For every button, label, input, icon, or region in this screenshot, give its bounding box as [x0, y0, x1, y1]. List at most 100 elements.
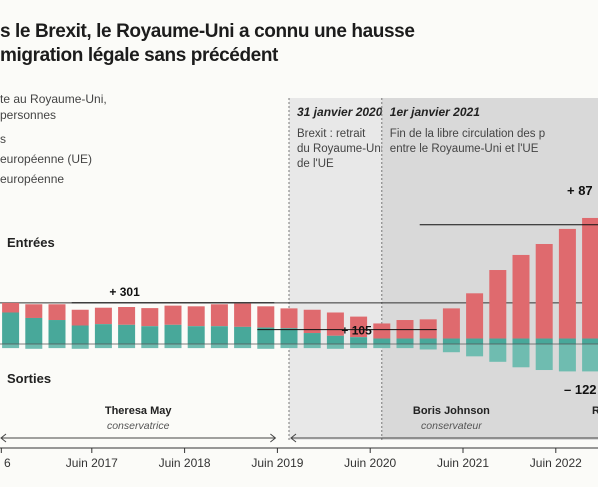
- period-description: du Royaume-Uni: [297, 143, 383, 155]
- entries-label: Entrées: [7, 235, 55, 250]
- bar-entries-eu: [164, 324, 182, 344]
- bar-entries-non-eu: [25, 304, 43, 318]
- bar-entries-non-eu: [419, 319, 437, 339]
- bar-entries-non-eu: [535, 243, 553, 339]
- bar-outflows: [118, 344, 136, 349]
- x-tick-label: 6: [4, 456, 11, 470]
- period-description: entre le Royaume-Uni et l'UE: [390, 143, 539, 155]
- period-description: Brexit : retrait: [297, 128, 366, 140]
- legend-line-4: européenne (UE): [0, 152, 93, 166]
- bar-outflows: [141, 344, 159, 349]
- bar-outflows: [442, 344, 460, 353]
- bar-outflows: [94, 344, 112, 349]
- bar-entries-eu: [48, 320, 66, 344]
- bar-entries-eu: [419, 338, 437, 344]
- x-tick-label: Juin 2021: [437, 456, 489, 470]
- period-date-label: 31 janvier 2020: [297, 105, 383, 119]
- bar-outflows: [234, 344, 252, 349]
- bar-entries-eu: [466, 338, 484, 344]
- bar-entries-eu: [25, 317, 43, 344]
- bar-outflows: [303, 344, 321, 349]
- bar-outflows: [187, 344, 205, 349]
- bar-entries-eu: [373, 338, 391, 344]
- bar-entries-eu: [94, 324, 112, 344]
- government-name: R: [592, 405, 598, 417]
- period-description: de l'UE: [297, 158, 334, 170]
- bar-outflows: [419, 344, 437, 350]
- net-label-2020: + 105: [341, 324, 372, 338]
- bar-entries-eu: [442, 338, 460, 344]
- bar-entries-non-eu: [280, 308, 298, 329]
- bar-entries-eu: [512, 338, 530, 344]
- bar-entries-non-eu: [164, 305, 182, 325]
- bar-entries-eu: [71, 325, 89, 344]
- period-description: Fin de la libre circulation des p: [390, 128, 545, 140]
- bar-entries-eu: [558, 338, 576, 344]
- bar-entries-non-eu: [234, 303, 252, 327]
- bar-outflows: [326, 344, 344, 349]
- x-tick-label: Juin 2022: [530, 456, 582, 470]
- bar-entries-non-eu: [489, 270, 507, 339]
- x-tick-label: Juin 2018: [159, 456, 211, 470]
- bar-entries-non-eu: [2, 302, 20, 313]
- legend-line-1: te au Royaume-Uni,: [0, 92, 107, 106]
- bar-entries-non-eu: [373, 323, 391, 339]
- x-tick-label: Juin 2017: [66, 456, 118, 470]
- government-arrow-left: [0, 433, 7, 443]
- bar-entries-non-eu: [466, 293, 484, 339]
- outflow-label-2022: – 122: [564, 382, 597, 397]
- government-name: Theresa May: [105, 405, 173, 417]
- period-date-label: 1er janvier 2021: [390, 105, 480, 119]
- bar-outflows: [582, 344, 598, 372]
- government-name: Boris Johnson: [413, 405, 490, 417]
- bar-entries-eu: [187, 326, 205, 344]
- bar-outflows: [512, 344, 530, 368]
- bar-entries-eu: [141, 326, 159, 344]
- bar-entries-non-eu: [257, 306, 275, 328]
- bar-entries-eu: [2, 312, 20, 344]
- government-party: conservateur: [421, 420, 482, 432]
- bar-entries-eu: [535, 338, 553, 344]
- bar-entries-eu: [210, 326, 228, 344]
- bar-entries-non-eu: [48, 304, 66, 321]
- bar-entries-eu: [303, 333, 321, 344]
- legend-line-2: personnes: [0, 108, 57, 122]
- x-tick-label: Juin 2019: [251, 456, 303, 470]
- bar-outflows: [489, 344, 507, 362]
- bar-entries-non-eu: [512, 254, 530, 339]
- bar-entries-non-eu: [141, 308, 159, 327]
- net-label-2018: + 301: [109, 285, 140, 299]
- bar-outflows: [373, 344, 391, 349]
- bar-entries-eu: [280, 328, 298, 344]
- bar-outflows: [466, 344, 484, 357]
- bar-entries-eu: [396, 338, 414, 344]
- bar-entries-eu: [118, 324, 136, 344]
- chart-title: s le Brexit, le Royaume-Uni a connu une …: [0, 21, 415, 66]
- bar-outflows: [280, 344, 298, 349]
- bar-entries-non-eu: [558, 228, 576, 339]
- outflows-label: Sorties: [7, 371, 51, 386]
- shaded-period: [289, 98, 382, 440]
- bar-outflows: [210, 344, 228, 349]
- legend-line-3: s: [0, 132, 6, 146]
- bar-entries-eu: [489, 338, 507, 344]
- bar-entries-non-eu: [582, 217, 598, 339]
- bar-entries-eu: [582, 338, 598, 344]
- bar-outflows: [257, 344, 275, 349]
- bar-outflows: [350, 344, 368, 349]
- bar-outflows: [535, 344, 553, 371]
- bar-entries-non-eu: [303, 309, 321, 334]
- government-arrow-right: [270, 433, 277, 443]
- bar-entries-eu: [350, 337, 368, 344]
- bar-entries-non-eu: [71, 309, 89, 326]
- bar-outflows: [558, 344, 576, 372]
- net-label-2022: + 87: [567, 183, 593, 198]
- bar-entries-eu: [257, 327, 275, 344]
- bar-outflows: [25, 344, 43, 349]
- bar-entries-non-eu: [442, 308, 460, 339]
- bar-outflows: [164, 344, 182, 349]
- bar-outflows: [48, 344, 66, 349]
- bar-entries-non-eu: [187, 306, 205, 327]
- government-party: conservatrice: [107, 420, 170, 432]
